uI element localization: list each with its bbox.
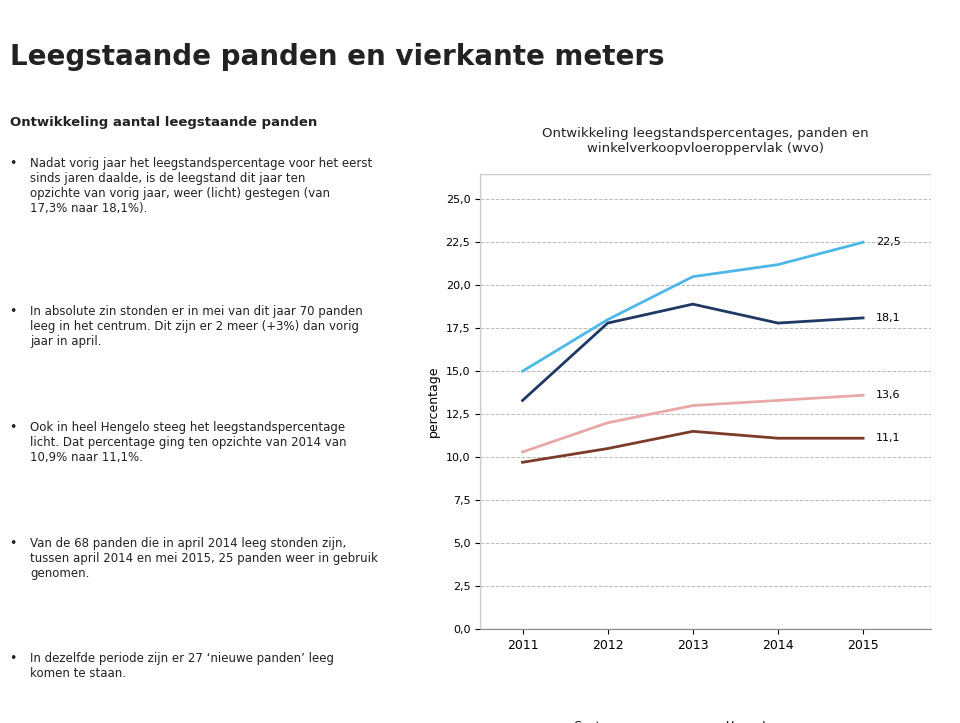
Text: 22,5: 22,5 — [876, 237, 900, 247]
Text: 18,1: 18,1 — [876, 313, 900, 323]
Text: •: • — [10, 536, 17, 549]
Text: Van de 68 panden die in april 2014 leeg stonden zijn,
tussen april 2014 en mei 2: Van de 68 panden die in april 2014 leeg … — [31, 536, 378, 580]
Text: In absolute zin stonden er in mei van dit jaar 70 panden
leeg in het centrum. Di: In absolute zin stonden er in mei van di… — [31, 305, 363, 348]
Text: •: • — [10, 421, 17, 434]
Bar — [480, 174, 931, 629]
Text: Ontwikkeling leegstandspercentages, panden en
winkelverkoopvloeroppervlak (wvo): Ontwikkeling leegstandspercentages, pand… — [542, 127, 869, 155]
Text: 13,6: 13,6 — [876, 390, 900, 401]
Text: •: • — [10, 652, 17, 665]
Legend: Centrum -wvo, Centrum - panden, Hengelo - wvo, Hengelo - panden: Centrum -wvo, Centrum - panden, Hengelo … — [537, 716, 829, 723]
Text: Leegstaande panden en vierkante meters: Leegstaande panden en vierkante meters — [10, 43, 664, 72]
Y-axis label: percentage: percentage — [427, 366, 440, 437]
Text: 11,1: 11,1 — [876, 433, 900, 443]
Text: Nadat vorig jaar het leegstandspercentage voor het eerst
sinds jaren daalde, is : Nadat vorig jaar het leegstandspercentag… — [31, 157, 372, 215]
Text: •: • — [10, 157, 17, 170]
Text: Ontwikkeling aantal leegstaande panden: Ontwikkeling aantal leegstaande panden — [10, 116, 317, 129]
Text: In dezelfde periode zijn er 27 ‘nieuwe panden’ leeg
komen te staan.: In dezelfde periode zijn er 27 ‘nieuwe p… — [31, 652, 334, 680]
Text: •: • — [10, 305, 17, 318]
Text: Ook in heel Hengelo steeg het leegstandspercentage
licht. Dat percentage ging te: Ook in heel Hengelo steeg het leegstands… — [31, 421, 347, 464]
